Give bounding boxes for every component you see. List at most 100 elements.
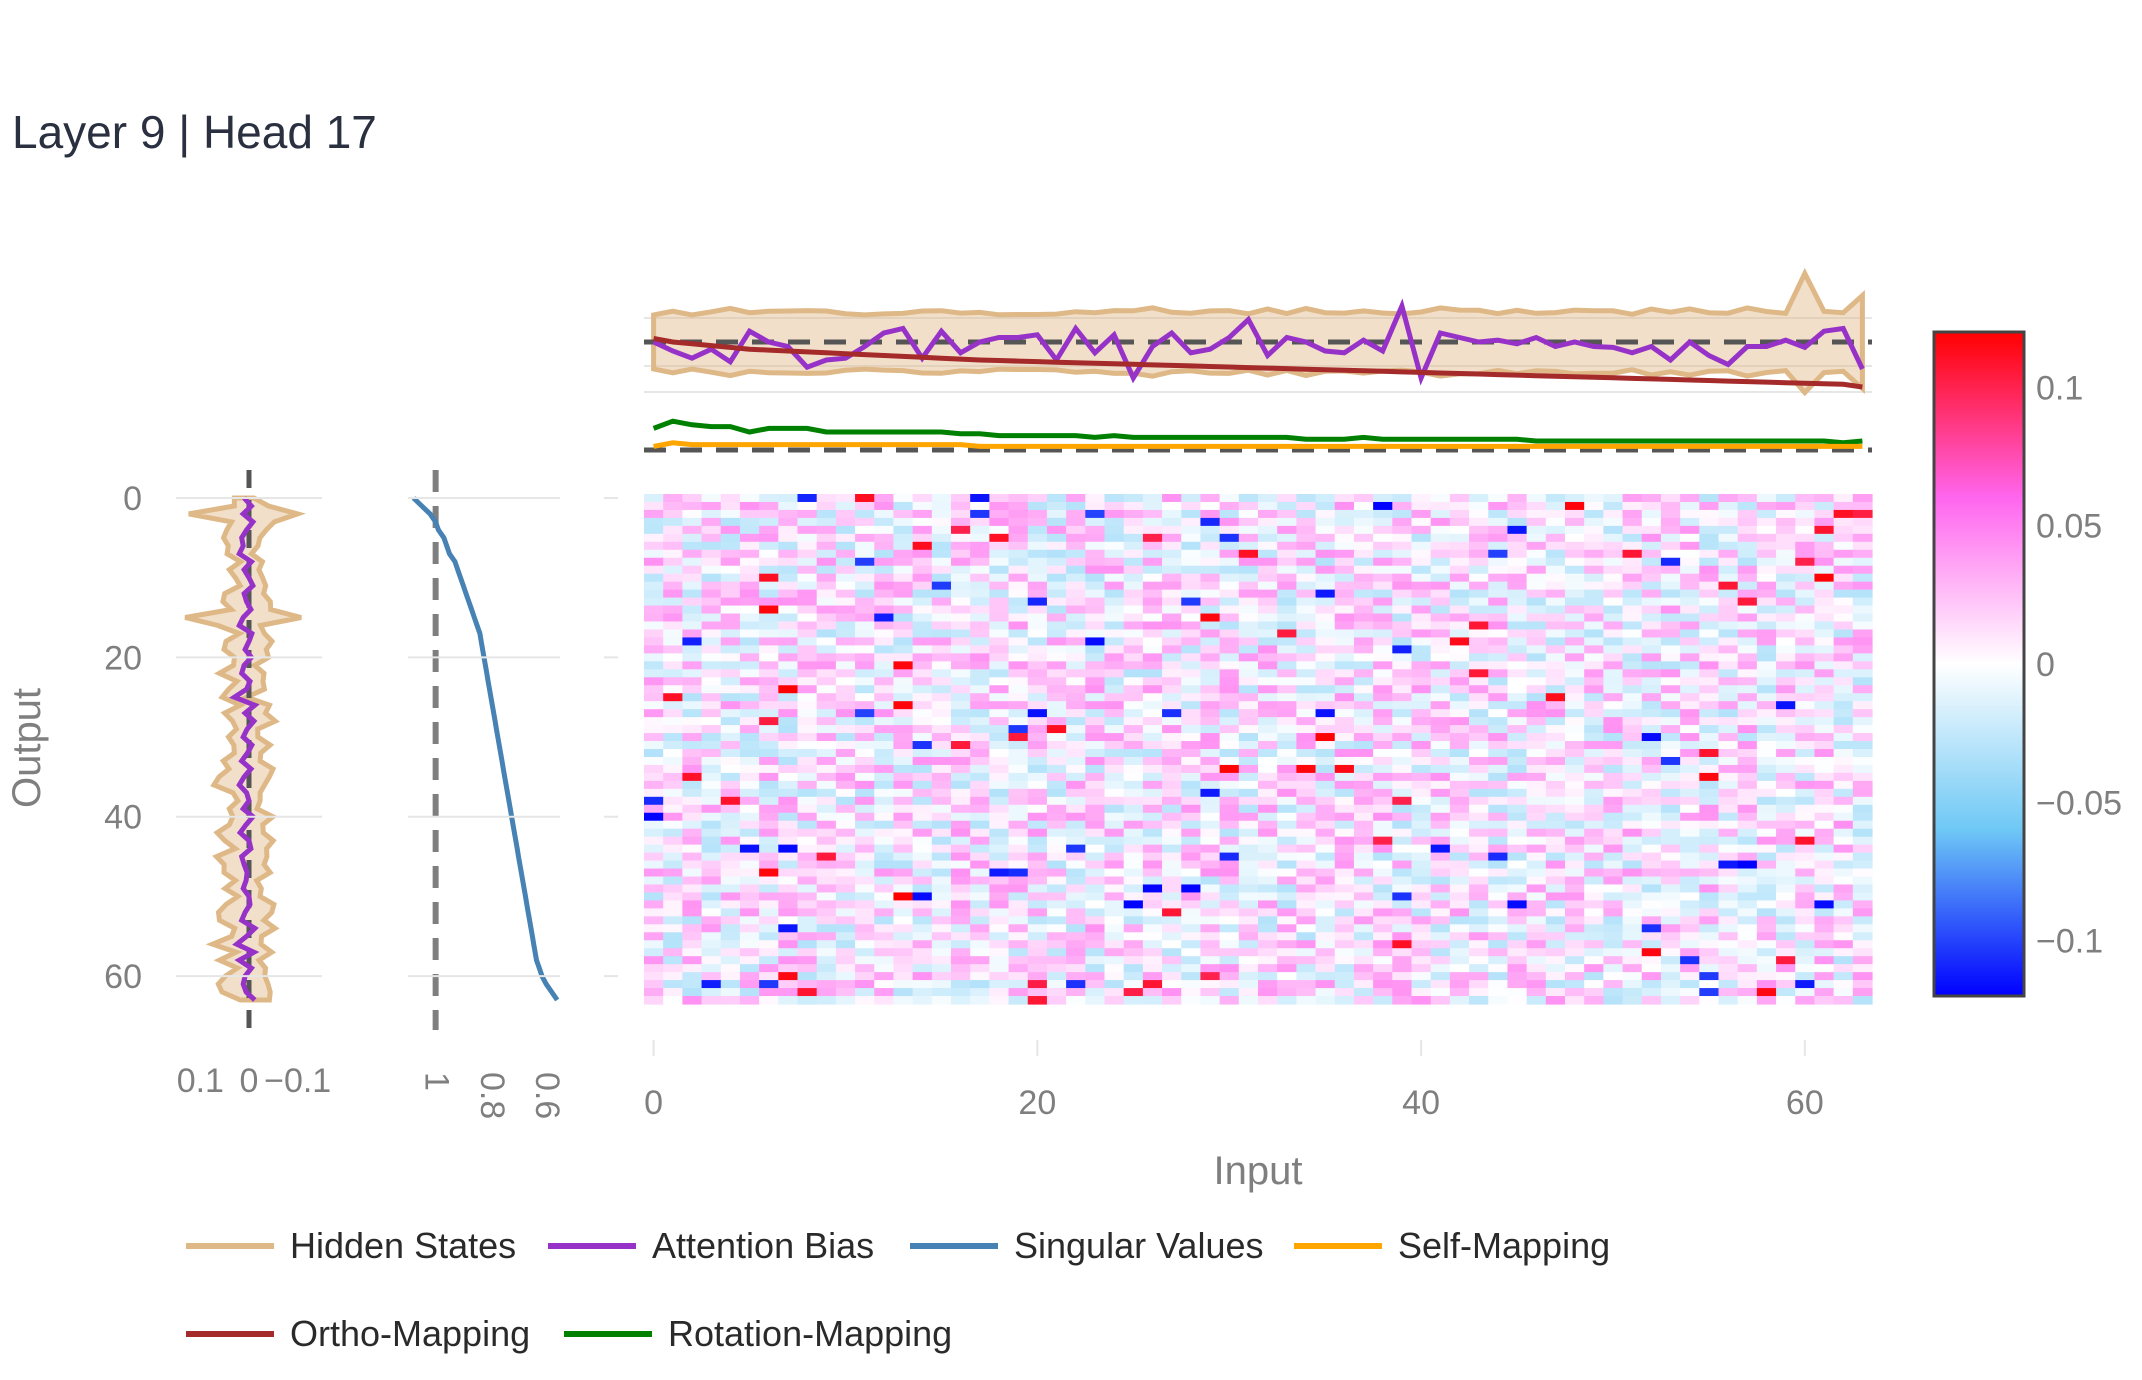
heatmap-cell <box>1737 733 1758 742</box>
heatmap-cell <box>1085 597 1106 607</box>
heatmap-cell <box>1680 653 1700 662</box>
heatmap-cell <box>1526 756 1547 766</box>
heatmap-cell <box>1565 557 1585 567</box>
heatmap-cell <box>951 581 971 591</box>
heatmap-cell <box>1641 741 1662 750</box>
heatmap-cell <box>1142 677 1163 686</box>
heatmap-cell <box>1258 565 1278 575</box>
heatmap-cell <box>951 820 971 830</box>
heatmap-cell <box>1795 725 1816 734</box>
heatmap-cell <box>816 860 837 870</box>
heatmap-cell <box>1641 693 1662 702</box>
heatmap-cell <box>1718 796 1739 806</box>
heatmap-cell <box>1603 653 1624 662</box>
heatmap-cell <box>1565 980 1585 989</box>
heatmap-cell <box>1085 956 1106 965</box>
heatmap-cell <box>1411 772 1432 782</box>
heatmap-cell <box>1315 772 1336 782</box>
heatmap-cell <box>1373 533 1393 543</box>
heatmap-cell <box>1699 629 1720 639</box>
heatmap-cell <box>701 996 722 1005</box>
heatmap-cell <box>778 796 799 806</box>
heatmap-cell <box>1660 956 1681 965</box>
heatmap-cell <box>663 812 683 822</box>
heatmap-cell <box>1584 653 1604 662</box>
heatmap-cell <box>1334 868 1355 878</box>
legend-item[interactable]: Attention Bias <box>548 1225 874 1266</box>
heatmap-cell <box>1142 573 1163 583</box>
legend-item[interactable]: Singular Values <box>910 1225 1264 1266</box>
heatmap-cell <box>1411 916 1432 925</box>
heatmap-cell <box>1469 565 1489 575</box>
heatmap-cell <box>855 860 875 870</box>
heatmap-cell <box>1334 844 1355 854</box>
heatmap-cell <box>1277 749 1297 758</box>
heatmap-cell <box>1008 621 1029 631</box>
heatmap-cell <box>1296 852 1317 862</box>
heatmap-cell <box>682 573 703 583</box>
heatmap-cell <box>1296 613 1317 623</box>
heatmap-cell <box>1430 621 1451 631</box>
heatmap-cell <box>970 597 990 607</box>
heatmap-cell <box>1430 964 1451 973</box>
legend-item[interactable]: Ortho-Mapping <box>186 1313 530 1354</box>
heatmap-cell <box>1603 494 1624 503</box>
heatmap-cell <box>1699 637 1720 647</box>
heatmap-cell <box>739 860 760 870</box>
heatmap-cell <box>720 581 741 591</box>
heatmap-cell <box>1469 868 1489 878</box>
heatmap-cell <box>1584 725 1604 734</box>
heatmap-cell <box>874 908 895 917</box>
heatmap-cell <box>1200 780 1221 790</box>
legend-item[interactable]: Self-Mapping <box>1294 1225 1610 1266</box>
heatmap-cell <box>816 828 837 838</box>
legend-item[interactable]: Hidden States <box>186 1225 516 1266</box>
heatmap-cell <box>1162 988 1182 997</box>
heatmap-cell <box>1104 812 1125 822</box>
heatmap-cell <box>1565 717 1585 726</box>
heatmap-cell <box>1814 549 1835 559</box>
heatmap-cell <box>912 964 933 973</box>
heatmap-cell <box>931 677 952 686</box>
heatmap-cell <box>1238 812 1259 822</box>
heatmap-cell <box>1526 605 1547 615</box>
legend-item[interactable]: Rotation-Mapping <box>564 1313 952 1354</box>
heatmap-cell <box>720 613 741 623</box>
heatmap-cell <box>701 605 722 615</box>
heatmap-cell <box>1123 876 1144 886</box>
heatmap-cell <box>1603 788 1624 798</box>
heatmap-cell <box>1756 749 1777 758</box>
heatmap-cell <box>1660 749 1681 758</box>
heatmap-cell <box>1545 972 1566 981</box>
heatmap-cell <box>1392 868 1413 878</box>
heatmap-cell <box>1660 494 1681 503</box>
heatmap-cell <box>682 525 703 535</box>
heatmap-cell <box>874 844 895 854</box>
heatmap-cell <box>1104 581 1125 591</box>
heatmap-cell <box>1833 948 1854 957</box>
heatmap-cell <box>1008 996 1029 1005</box>
heatmap-cell <box>1469 741 1489 750</box>
heatmap-cell <box>874 677 895 686</box>
heatmap-cell <box>912 828 933 838</box>
heatmap-cell <box>893 541 914 551</box>
heatmap-cell <box>1066 796 1086 806</box>
heatmap-cell <box>1123 964 1144 973</box>
heatmap-cell <box>1507 876 1528 886</box>
heatmap-cell <box>970 701 990 710</box>
heatmap-cell <box>1795 940 1816 949</box>
heatmap-cell <box>989 972 1010 981</box>
heatmap-cell <box>663 876 683 886</box>
heatmap-cell <box>1603 820 1624 830</box>
heatmap-cell <box>1258 749 1278 758</box>
heatmap-cell <box>1277 804 1297 814</box>
heatmap-cell <box>1660 549 1681 559</box>
heatmap-cell <box>701 717 722 726</box>
heatmap-cell <box>1565 645 1585 654</box>
heatmap-cell <box>1756 661 1777 670</box>
heatmap-cell <box>1833 709 1854 718</box>
heatmap-cell <box>1449 645 1470 654</box>
heatmap-cell <box>1852 860 1873 870</box>
heatmap-cell <box>1469 525 1489 535</box>
heatmap-cell <box>1584 637 1604 647</box>
